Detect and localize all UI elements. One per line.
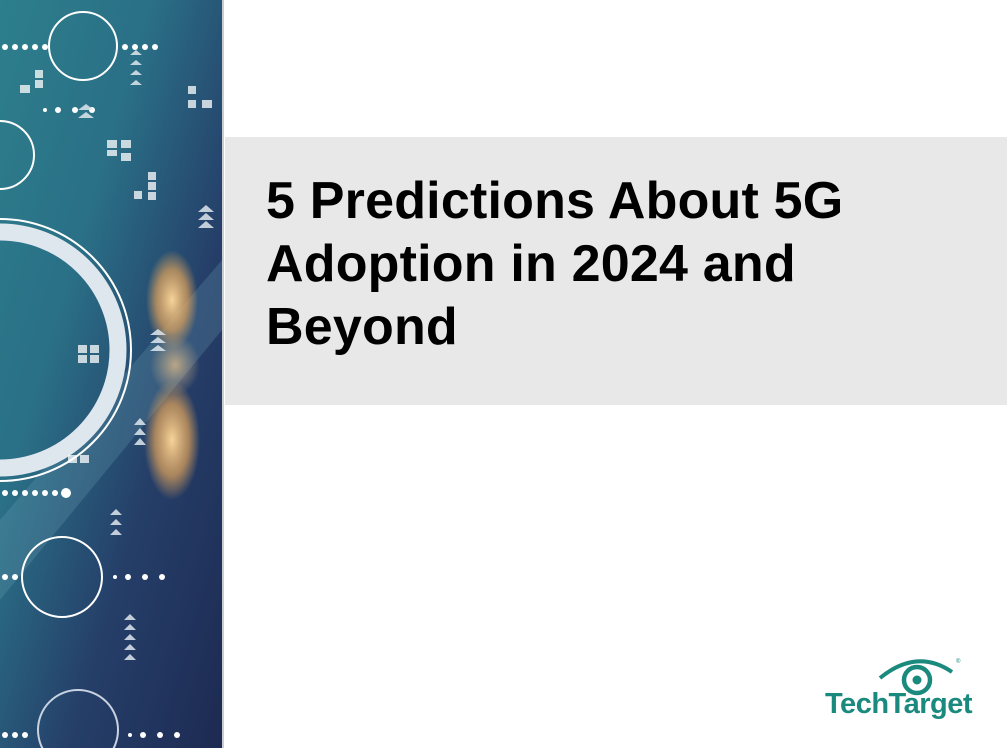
title-line: Beyond xyxy=(266,298,458,356)
divider xyxy=(222,0,224,748)
cover-art-image xyxy=(0,0,222,748)
title-line: 5 Predictions About 5G xyxy=(266,172,844,230)
page-title: 5 Predictions About 5G Adoption in 2024 … xyxy=(266,170,843,359)
title-line: Adoption in 2024 and xyxy=(266,235,796,293)
techtarget-logo: TechTarget xyxy=(825,688,973,720)
svg-text:®: ® xyxy=(956,658,961,665)
eye-target-icon: ® xyxy=(878,658,961,696)
title-band xyxy=(225,137,1007,405)
